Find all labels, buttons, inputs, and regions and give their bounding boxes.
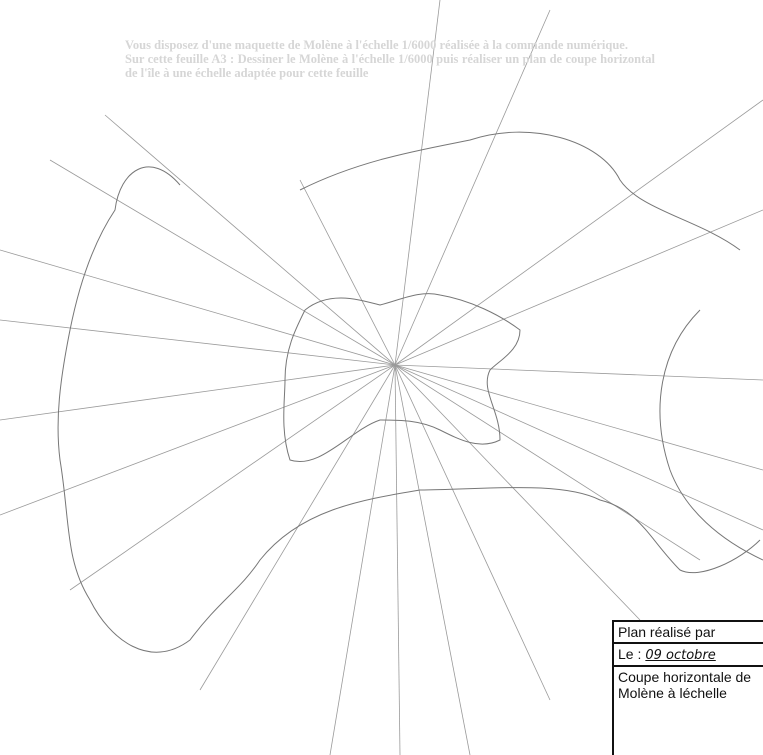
- instructions: Vous disposez d'une maquette de Molène à…: [125, 38, 655, 80]
- island-outlines: [57, 131, 763, 653]
- date-row: Le :09 octobre: [614, 644, 763, 667]
- caption-line: Molène à léchelle: [618, 685, 727, 701]
- instruction-text: Sur cette feuille A3 : Dessiner le Molèn…: [125, 52, 655, 80]
- title-block: Plan réalisé par Le :09 octobre Coupe ho…: [612, 620, 763, 755]
- caption: Coupe horizontale de Molène à léchelle: [614, 667, 763, 703]
- caption-line: Coupe horizontale de: [618, 669, 752, 685]
- made-by-label: Plan réalisé par: [614, 622, 763, 644]
- date-label: Le :: [618, 646, 642, 662]
- date-value: 09 octobre: [645, 648, 716, 663]
- instruction-text: Vous disposez d'une maquette de Molène à…: [125, 38, 628, 52]
